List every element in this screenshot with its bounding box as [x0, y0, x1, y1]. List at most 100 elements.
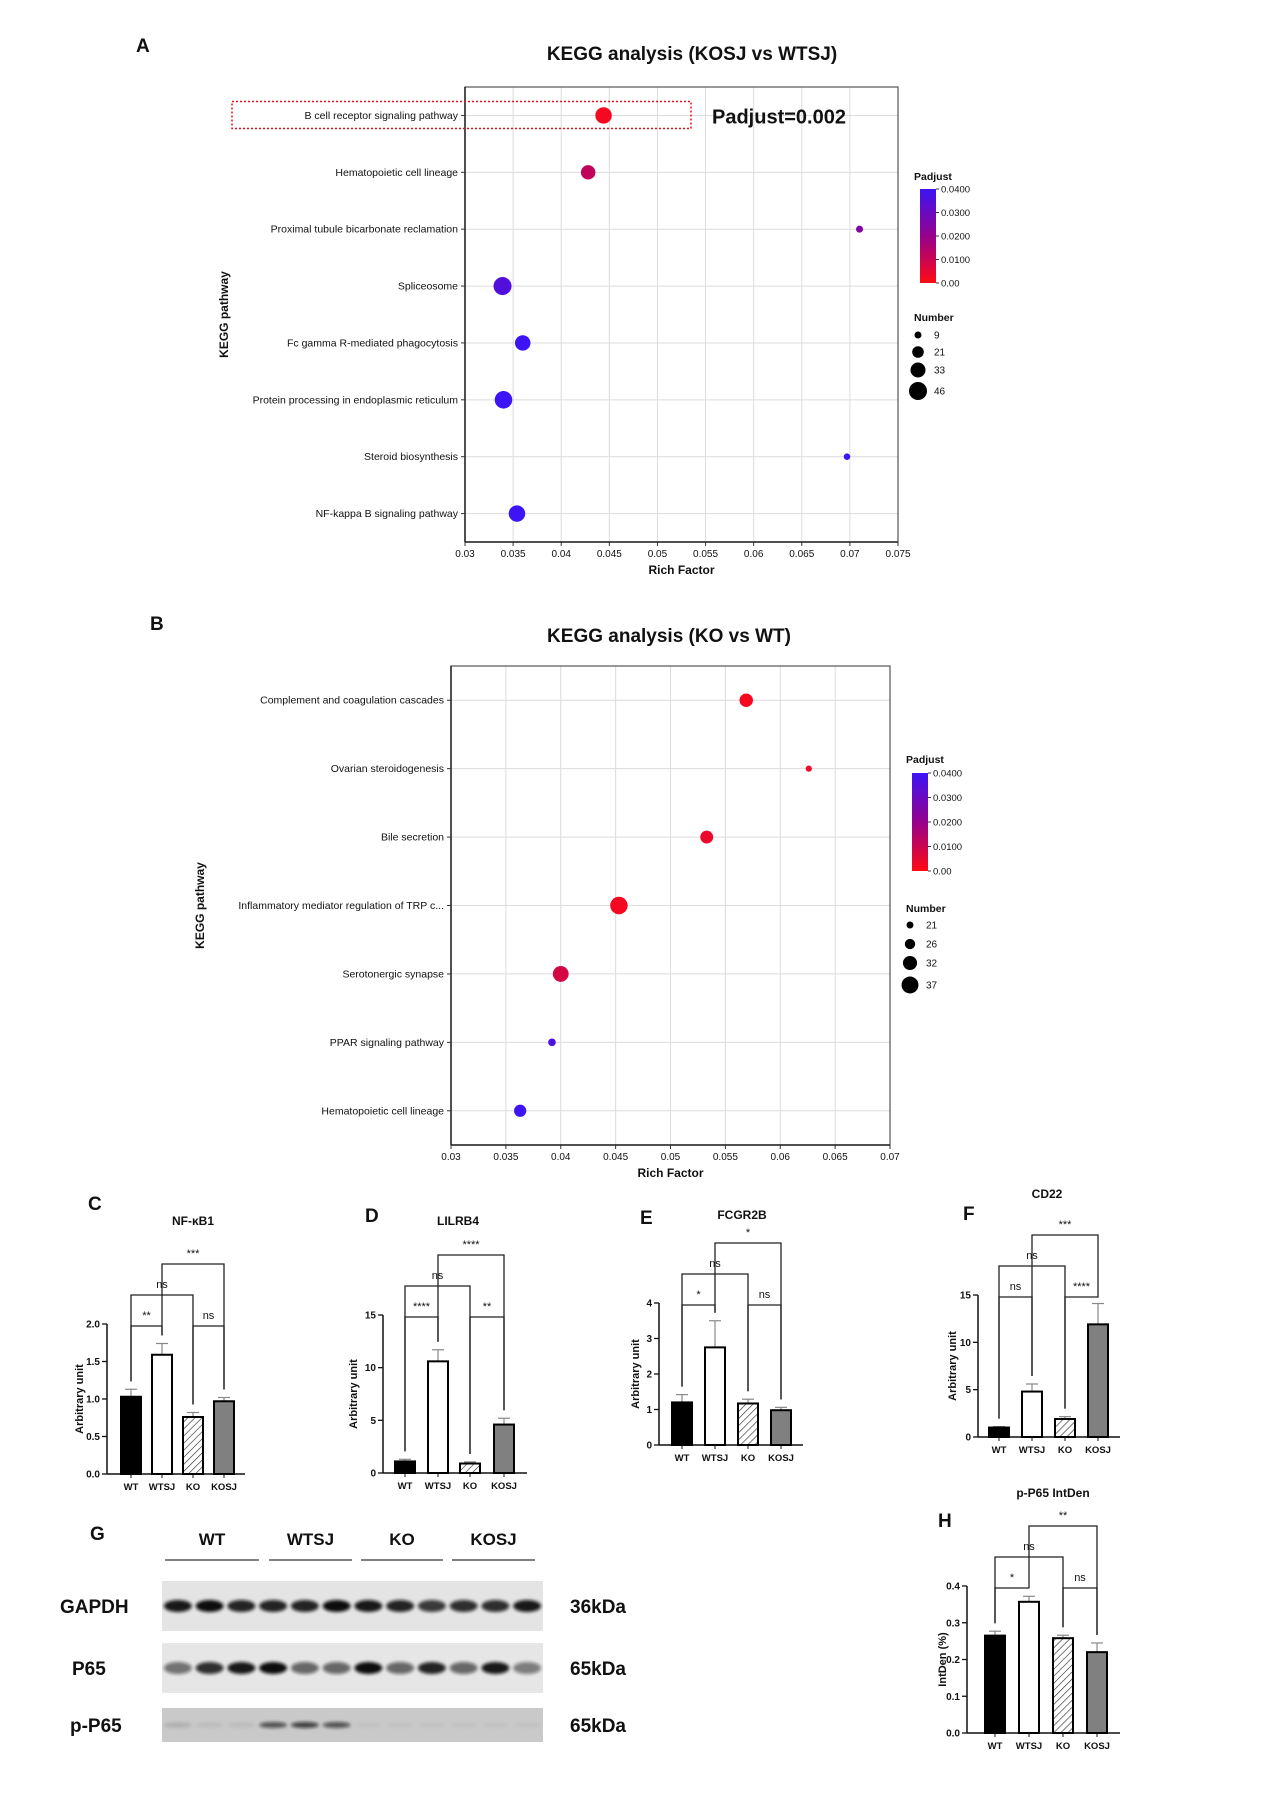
significance-bracket — [747, 1304, 782, 1400]
y-tick-label: 0 — [965, 1433, 971, 1444]
bar-wt — [671, 1401, 693, 1447]
y-tick-label: 0.0 — [946, 1729, 960, 1740]
pathway-label: Proximal tubule bicarbonate reclamation — [271, 224, 459, 236]
pathway-label: Protein processing in endoplasmic reticu… — [253, 394, 459, 406]
data-point — [843, 453, 851, 460]
molecular-weight-label: 65kDa — [570, 1659, 626, 1680]
x-tick-label: 0.05 — [648, 549, 668, 560]
x-tick-label: KO — [1058, 1445, 1072, 1456]
y-axis-label: Arbitrary unit — [630, 1339, 642, 1409]
y-tick-label: 5 — [370, 1416, 376, 1427]
bar-wtsj — [151, 1353, 173, 1475]
x-tick-label: KOSJ — [1085, 1445, 1111, 1456]
group-label: WTSJ — [287, 1530, 334, 1549]
chart-title: NF-κB1 — [172, 1214, 214, 1228]
y-tick-label: 0.0 — [86, 1470, 100, 1481]
chart-title: FCGR2B — [717, 1208, 767, 1222]
bar-wtsj — [704, 1346, 726, 1446]
size-legend-label: 37 — [926, 981, 938, 992]
data-point — [700, 830, 714, 844]
significance-bracket — [161, 1263, 225, 1390]
x-tick-label: KOSJ — [1084, 1741, 1110, 1752]
data-point — [580, 165, 596, 180]
x-tick-label: 0.05 — [661, 1152, 681, 1163]
size-legend-circle — [910, 362, 926, 378]
significance-label: ** — [483, 1301, 492, 1313]
data-point — [595, 107, 612, 124]
blot-band — [195, 1600, 224, 1612]
significance-bracket — [1031, 1234, 1099, 1376]
data-point — [548, 1038, 556, 1047]
x-axis-label: Rich Factor — [637, 1166, 703, 1180]
y-tick-label: 0.1 — [946, 1692, 960, 1703]
blot-band — [386, 1722, 414, 1728]
pathway-label: B cell receptor signaling pathway — [304, 110, 458, 122]
x-tick-label: KO — [186, 1482, 200, 1493]
kegg-dotplot-b: KEGG analysis (KO vs WT) 0.03 0.035 0.04 0.0… — [193, 626, 962, 1180]
significance-bracket — [437, 1254, 505, 1411]
blot-band — [290, 1722, 319, 1728]
y-tick-label: 5 — [965, 1385, 971, 1396]
pathway-label: Hematopoietic cell lineage — [321, 1105, 444, 1117]
blot-band — [290, 1662, 319, 1674]
bar-wtsj — [427, 1360, 449, 1475]
x-tick-label: WT — [992, 1445, 1007, 1456]
x-tick-label: 0.055 — [693, 549, 718, 560]
x-tick-label: WTSJ — [149, 1482, 175, 1493]
x-tick-label: WT — [124, 1482, 139, 1493]
bar-wt — [984, 1634, 1006, 1735]
bar-wt — [988, 1426, 1010, 1438]
significance-label: **** — [413, 1301, 431, 1313]
y-tick-label: 4 — [646, 1299, 652, 1310]
y-tick-label: 10 — [960, 1338, 972, 1349]
y-tick-label: 15 — [960, 1291, 972, 1302]
significance-label: ns — [1074, 1572, 1086, 1584]
blot-band — [259, 1722, 288, 1728]
data-point — [610, 896, 628, 915]
x-tick-label: 0.07 — [840, 549, 860, 560]
bar-chart-c: NF-κB1 0.0 0.5 1.0 1.5 2.0 Arbitrary unit WT WTS… — [74, 1214, 245, 1493]
significance-bracket — [192, 1325, 225, 1405]
pathway-label: Spliceosome — [398, 281, 458, 293]
significance-label: ns — [1010, 1281, 1022, 1293]
significance-label: *** — [1059, 1219, 1073, 1231]
y-tick-label: 0 — [646, 1441, 652, 1452]
significance-label: **** — [1073, 1281, 1091, 1293]
chart-title: CD22 — [1032, 1187, 1063, 1201]
color-bar-label: 0.00 — [941, 279, 960, 290]
bar-wtsj — [1018, 1600, 1040, 1734]
color-bar-label: 0.0300 — [933, 793, 962, 804]
blot-band — [481, 1662, 510, 1674]
blot-band — [195, 1662, 224, 1674]
x-tick-label: WT — [675, 1453, 690, 1464]
blot-band — [386, 1600, 415, 1612]
chart-title: KEGG analysis (KO vs WT) — [547, 626, 791, 647]
bar-chart-d: LILRB4 0 5 10 15 Arbitrary unit WT WTSJ KO KOSJ **… — [348, 1214, 527, 1492]
color-bar-label: 0.0100 — [941, 255, 970, 266]
significance-label: **** — [462, 1239, 480, 1251]
blot-band — [322, 1722, 351, 1728]
size-legend-label: 33 — [934, 366, 946, 377]
bar-ko — [1054, 1418, 1076, 1438]
x-tick-label: 0.07 — [880, 1152, 900, 1163]
significance-bracket — [714, 1242, 782, 1400]
y-tick-label: 0.4 — [946, 1582, 960, 1593]
blot-band — [513, 1600, 542, 1612]
x-tick-label: KOSJ — [768, 1453, 794, 1464]
color-bar-label: 0.0300 — [941, 208, 970, 219]
significance-bracket — [1028, 1525, 1098, 1635]
data-point — [805, 765, 812, 772]
panel-letter-d: D — [365, 1206, 379, 1227]
size-legend-circle — [912, 346, 924, 358]
panel-letter-h: H — [938, 1511, 952, 1532]
x-tick-label: KOSJ — [491, 1481, 517, 1492]
panel-letter-g: G — [90, 1524, 105, 1545]
plot-frame — [464, 86, 899, 543]
data-point — [514, 1104, 527, 1117]
y-tick-label: 1 — [646, 1405, 652, 1416]
size-legend-circle — [908, 381, 928, 401]
size-legend-label: 21 — [934, 348, 946, 359]
pathway-label: NF-kappa B signaling pathway — [316, 508, 459, 520]
significance-label: *** — [187, 1248, 201, 1260]
